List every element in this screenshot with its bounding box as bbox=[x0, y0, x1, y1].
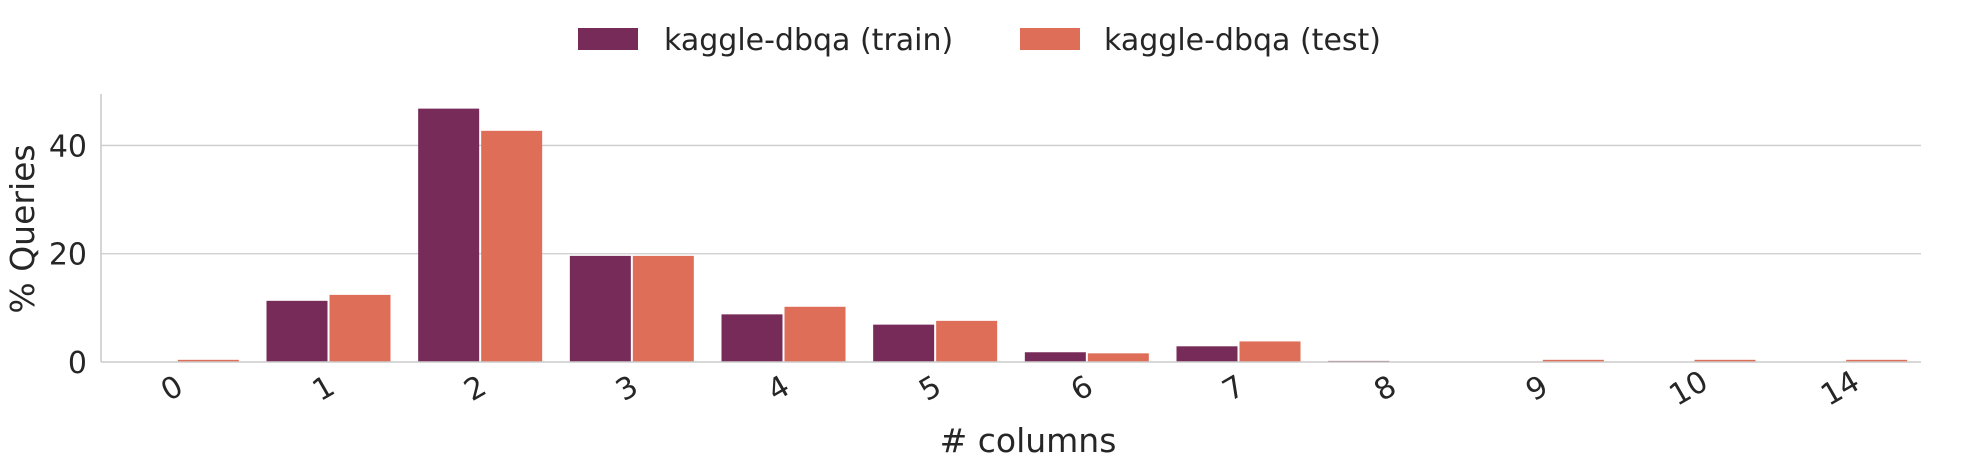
bar-test-10 bbox=[1694, 359, 1756, 362]
x-tick-label: 6 bbox=[1065, 369, 1099, 409]
bar-test-9 bbox=[1542, 359, 1604, 362]
bar-test-4 bbox=[784, 306, 846, 362]
x-tick-label: 7 bbox=[1217, 369, 1251, 409]
legend-label-test: kaggle-dbqa (test) bbox=[1104, 23, 1381, 58]
y-tick-label: 0 bbox=[68, 346, 87, 381]
x-tick-label: 1 bbox=[307, 369, 341, 409]
legend-label-train: kaggle-dbqa (train) bbox=[664, 23, 953, 58]
x-tick-label: 5 bbox=[913, 369, 947, 409]
bar-train-6 bbox=[1024, 352, 1086, 362]
bar-train-3 bbox=[569, 255, 631, 362]
y-tick-label: 40 bbox=[49, 129, 87, 164]
x-tick-label: 10 bbox=[1663, 364, 1714, 413]
x-tick-label: 2 bbox=[458, 369, 492, 409]
x-tick-labels: 0 1 2 3 4 5 6 7 8 9 10 14 bbox=[155, 364, 1866, 413]
x-axis-label: # columns bbox=[940, 421, 1117, 460]
bar-train-1 bbox=[266, 300, 328, 362]
bar-train-7 bbox=[1176, 346, 1238, 362]
legend: kaggle-dbqa (train) kaggle-dbqa (test) bbox=[578, 23, 1381, 58]
gridlines bbox=[101, 144, 1921, 255]
legend-swatch-train bbox=[578, 28, 638, 50]
bar-test-14 bbox=[1846, 359, 1908, 362]
x-tick-label: 14 bbox=[1815, 364, 1866, 413]
legend-swatch-test bbox=[1020, 28, 1080, 50]
bar-train-2 bbox=[418, 108, 480, 362]
x-tick-label: 3 bbox=[610, 369, 644, 409]
y-tick-label: 20 bbox=[49, 238, 87, 273]
y-tick-labels: 0 20 40 bbox=[49, 129, 87, 381]
y-axis-label: % Queries bbox=[3, 144, 42, 313]
bar-test-7 bbox=[1239, 341, 1301, 362]
x-tick-label: 9 bbox=[1520, 369, 1554, 409]
axes bbox=[100, 94, 1921, 363]
bar-test-1 bbox=[329, 294, 391, 362]
bar-test-5 bbox=[936, 320, 998, 362]
x-tick-label: 4 bbox=[762, 369, 796, 409]
bars bbox=[177, 108, 1908, 362]
x-tick-label: 8 bbox=[1368, 369, 1402, 409]
bar-test-0 bbox=[177, 359, 239, 362]
bar-test-6 bbox=[1087, 353, 1149, 362]
bar-train-5 bbox=[873, 324, 935, 362]
bar-test-3 bbox=[632, 255, 694, 362]
bar-test-2 bbox=[481, 130, 543, 362]
x-tick-label: 0 bbox=[155, 369, 189, 409]
bar-train-4 bbox=[721, 314, 783, 362]
